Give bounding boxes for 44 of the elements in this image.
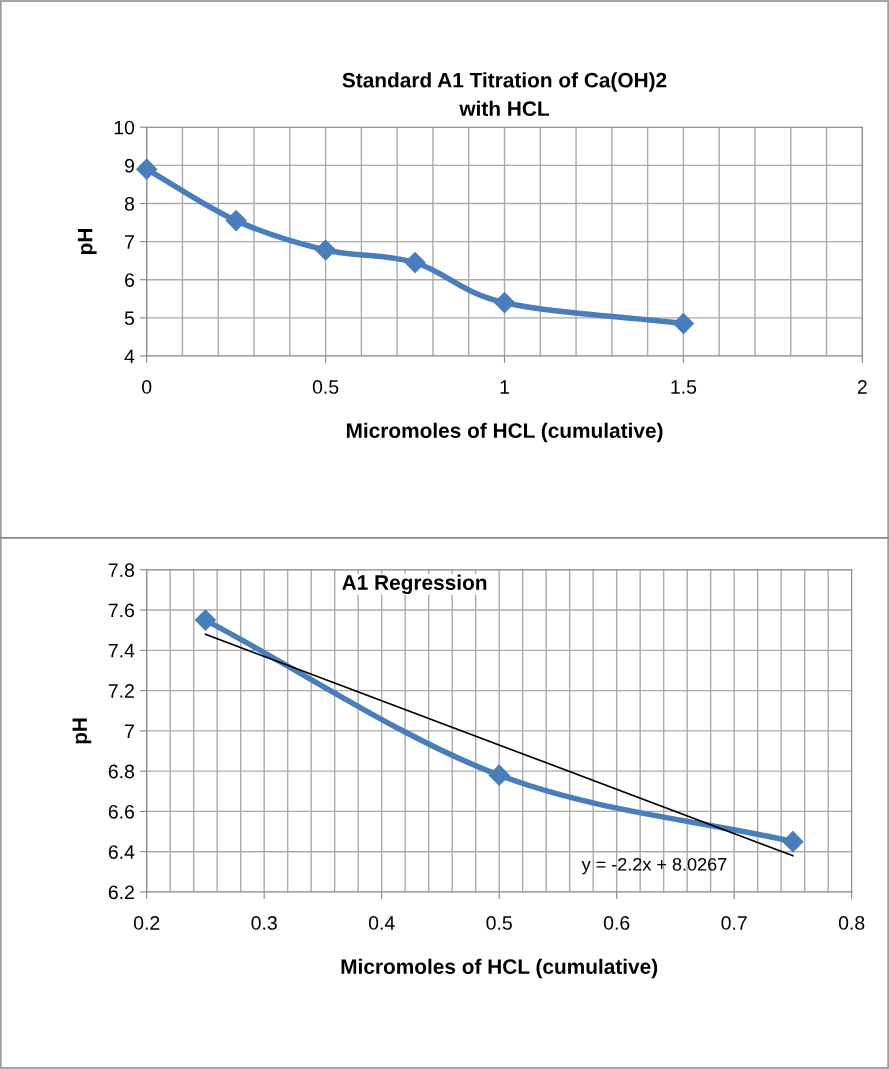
- y-tick-label: 6.6: [108, 804, 135, 819]
- x-tick-label: 1.5: [671, 380, 697, 394]
- y-tick-label: 10: [114, 120, 135, 135]
- x-tick-label: 0.4: [368, 916, 395, 930]
- point: [493, 292, 516, 314]
- x-tick-label: 1: [500, 380, 509, 394]
- y-tick-label: 6.8: [108, 764, 135, 779]
- point: [672, 313, 694, 335]
- y-tick-label: 7.8: [108, 563, 135, 578]
- y-tick-label: 7: [125, 724, 134, 738]
- y-tick-label: 6.2: [108, 885, 134, 900]
- chart-title: Standard A1 Titration of Ca(OH)2 with HCL: [342, 72, 667, 117]
- y-tick-label: 7.6: [108, 603, 135, 618]
- y-tick-label: 6: [125, 273, 135, 287]
- x-axis-title: Micromoles of HCL (cumulative): [341, 958, 658, 979]
- point: [136, 158, 158, 180]
- y-tick-label: 7: [125, 235, 134, 249]
- y-tick-label: 5: [124, 311, 135, 326]
- y-tick-label: 6.4: [108, 845, 135, 859]
- point: [225, 210, 247, 232]
- x-tick-label: 0.6: [603, 916, 630, 930]
- x-tick-label: 0.8: [838, 916, 865, 930]
- point: [315, 239, 337, 261]
- point: [194, 609, 216, 631]
- point: [488, 764, 510, 786]
- y-axis-title: pH: [77, 229, 97, 255]
- y-tick-label: 4: [124, 349, 135, 364]
- x-tick-label: 2: [857, 380, 867, 394]
- annotation: y = -2.2x + 8.0267: [581, 857, 727, 875]
- x-tick-label: 0.5: [486, 916, 512, 930]
- point: [404, 252, 426, 274]
- x-tick-label: 0.3: [251, 916, 277, 930]
- y-tick-label: 9: [124, 158, 134, 173]
- y-tick-label: 7.4: [108, 643, 135, 658]
- chart-title: A1 Regression: [342, 574, 487, 595]
- x-tick-label: 0.2: [133, 916, 160, 930]
- y-tick-label: 8: [124, 196, 135, 211]
- point: [782, 831, 804, 853]
- x-tick-label: 0.7: [721, 916, 747, 930]
- x-tick-label: 0: [142, 380, 152, 394]
- y-tick-label: 7.2: [108, 684, 134, 698]
- x-axis-title: Micromoles of HCL (cumulative): [346, 422, 663, 443]
- x-tick-label: 0.5: [312, 380, 339, 394]
- y-axis-title: pH: [72, 718, 92, 744]
